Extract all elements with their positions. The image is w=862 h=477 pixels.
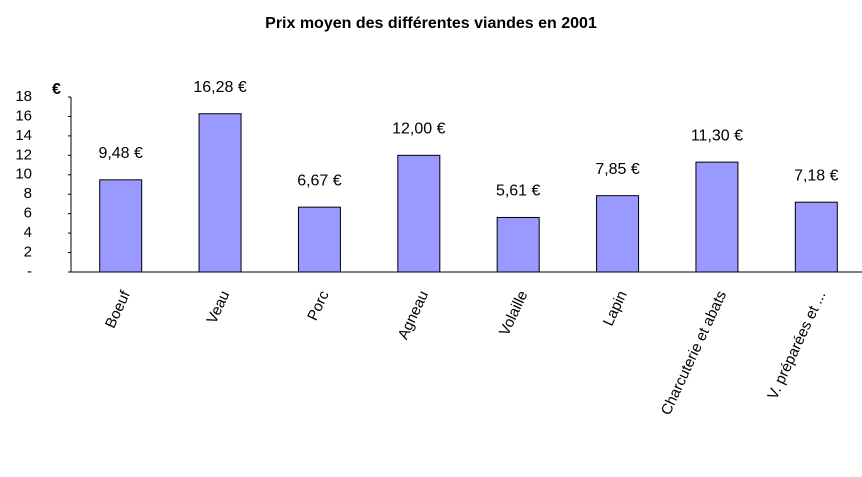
x-tick-label: Agneau <box>395 288 432 342</box>
x-tick-label: Lapin <box>600 288 631 328</box>
bar <box>397 154 441 273</box>
y-tick-label: 4 <box>24 224 32 241</box>
bar <box>198 113 242 273</box>
value-label: 7,85 € <box>595 161 640 178</box>
y-tick-label: 18 <box>15 88 32 105</box>
y-axis-label: € <box>52 81 61 98</box>
value-label: 16,28 € <box>193 79 246 96</box>
y-tick-label: 8 <box>24 185 32 202</box>
value-label: 12,00 € <box>392 121 445 138</box>
y-tick-label: 12 <box>15 146 32 163</box>
bar <box>794 201 838 273</box>
y-tick-label: 10 <box>15 166 32 183</box>
value-label: 6,67 € <box>297 172 342 189</box>
chart-title: Prix moyen des différentes viandes en 20… <box>265 15 597 32</box>
value-label: 9,48 € <box>98 145 143 162</box>
y-tick-label: 14 <box>15 127 32 144</box>
bar <box>297 206 341 273</box>
y-tick-label: - <box>27 263 32 280</box>
x-tick-label: Volaille <box>496 288 532 338</box>
x-tick-label: Veau <box>203 288 233 326</box>
bar <box>496 216 540 273</box>
x-tick-label: V. préparées et ... <box>764 288 829 402</box>
x-tick-label: Boeuf <box>102 287 134 330</box>
bar <box>695 161 739 273</box>
value-label: 11,30 € <box>691 127 743 144</box>
value-label: 5,61 € <box>496 183 541 200</box>
y-tick-label: 2 <box>24 244 32 261</box>
value-label: 7,18 € <box>794 167 839 184</box>
bar <box>596 195 640 273</box>
x-tick-label: Charcuterie et abats <box>658 288 730 418</box>
y-tick-label: 6 <box>24 205 32 222</box>
x-tick-label: Porc <box>304 288 333 324</box>
y-tick-label: 16 <box>15 107 32 124</box>
bar <box>99 179 143 273</box>
